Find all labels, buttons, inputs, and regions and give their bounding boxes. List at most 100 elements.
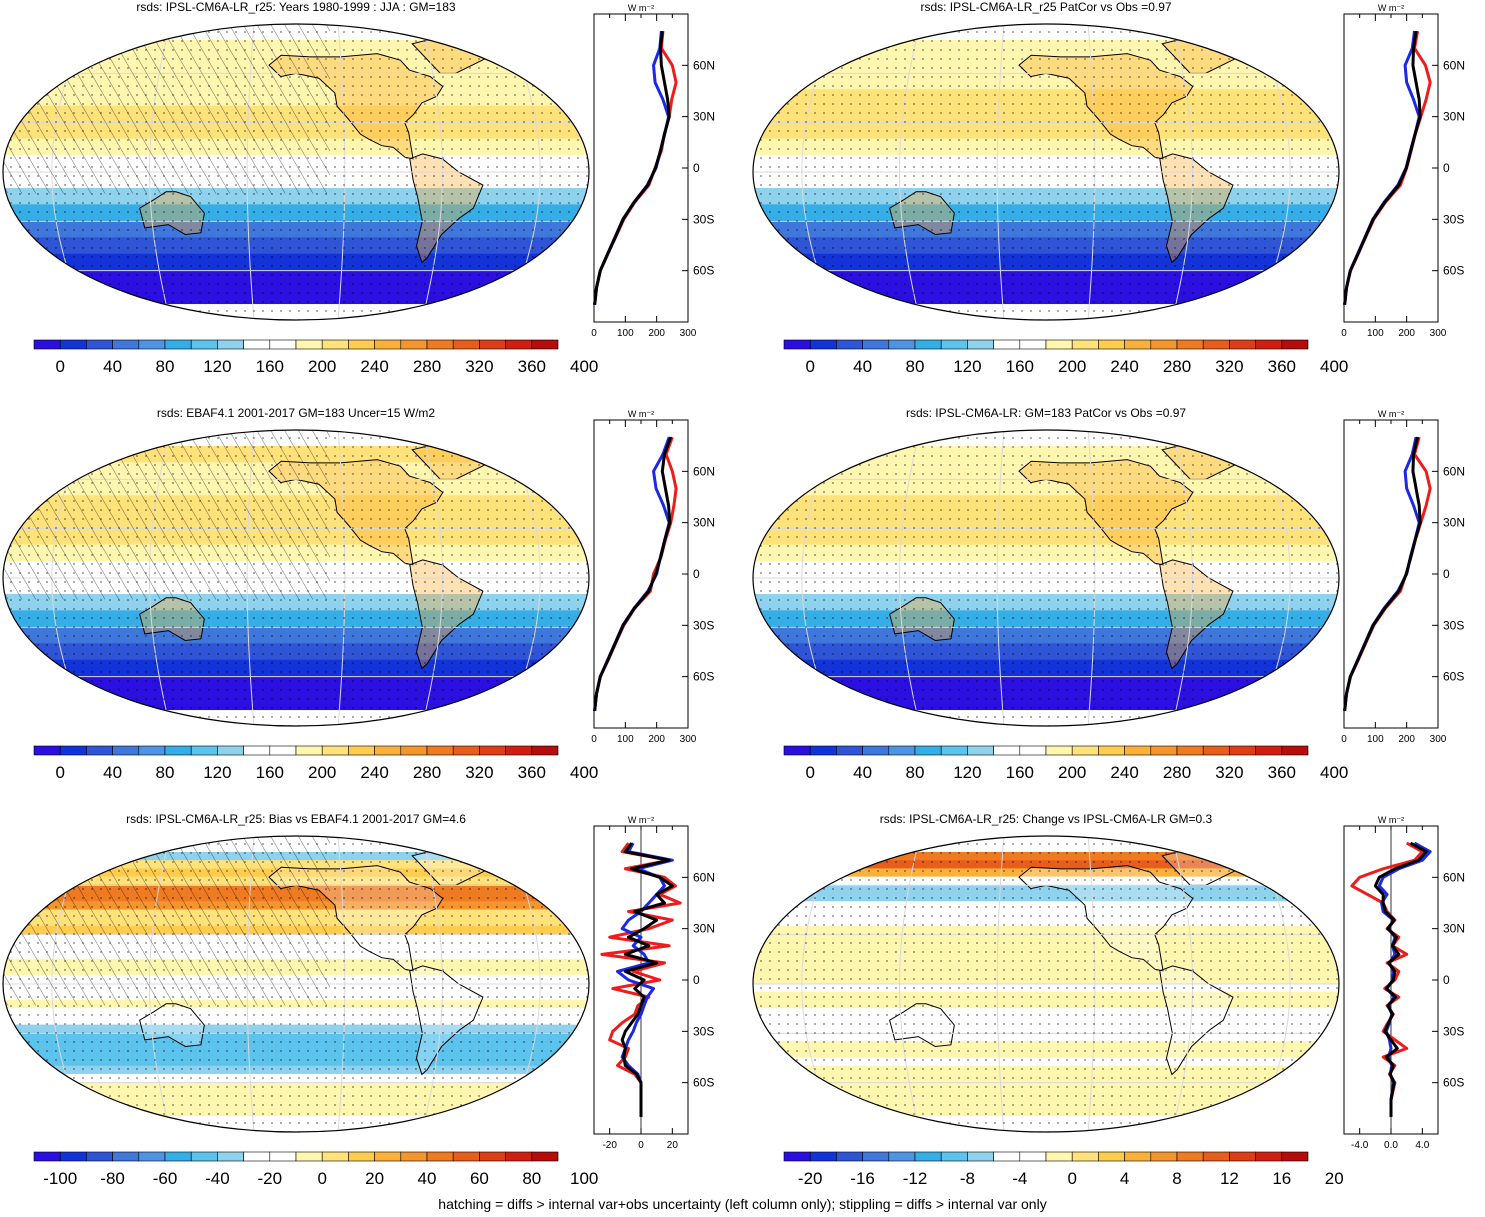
colorbar-tick-label: 120 <box>953 357 981 376</box>
colorbar-swatch <box>888 339 916 350</box>
profile-y-tick-label: 30N <box>1443 110 1465 124</box>
profile-x-tick-label: 100 <box>617 328 634 339</box>
profile-y-tick-label: 30S <box>1443 618 1464 632</box>
colorbar-swatch <box>348 339 375 350</box>
colorbar-tick-label: 360 <box>518 763 546 782</box>
colorbar-swatch <box>783 745 811 756</box>
colorbar-swatch <box>112 745 140 756</box>
colorbar-swatch <box>1098 1151 1125 1162</box>
colorbar-tick-label: 4 <box>1120 1169 1129 1188</box>
panel-4: rsds: IPSL-CM6A-LR: GM=183 PatCor vs Obs… <box>750 406 1485 811</box>
colorbar-swatch <box>993 1151 1021 1162</box>
profile-x-tick-label: 100 <box>617 734 634 745</box>
profile-y-tick-label: 30S <box>693 212 714 226</box>
map-title: rsds: IPSL-CM6A-LR_r25 PatCor vs Obs =0.… <box>920 0 1172 14</box>
profile-unit-label: W m⁻² <box>1378 409 1404 419</box>
colorbar-swatch <box>940 1151 968 1162</box>
panel-5: rsds: IPSL-CM6A-LR_r25: Bias vs EBAF4.1 … <box>0 812 742 1217</box>
colorbar-swatch <box>452 1151 480 1162</box>
colorbar-swatch <box>531 339 559 350</box>
colorbar-swatch <box>295 339 323 350</box>
profile-y-tick-label: 0 <box>1443 567 1450 581</box>
colorbar-swatch <box>426 1151 454 1162</box>
profile-x-tick-label: 0 <box>638 1140 644 1151</box>
profile-series-line <box>593 30 671 306</box>
colorbar-swatch <box>993 339 1021 350</box>
world-map <box>752 23 1340 321</box>
colorbar-swatch <box>295 745 323 756</box>
colorbar-tick-label: -20 <box>258 1169 283 1188</box>
colorbar-swatch <box>479 1151 506 1162</box>
colorbar-swatch <box>967 339 994 350</box>
colorbar-tick-label: 240 <box>1110 763 1138 782</box>
profile-y-tick-label: 60S <box>1443 1076 1464 1090</box>
colorbar-swatch <box>138 1151 166 1162</box>
colorbar-swatch <box>914 1151 942 1162</box>
profile-x-tick-label: -20 <box>602 1140 617 1151</box>
colorbar-swatch <box>164 745 192 756</box>
colorbar-swatch <box>1176 339 1204 350</box>
zonal-profile: W m⁻² 0 100 200 300 60N 30N 0 30S 60S <box>591 409 715 745</box>
colorbar-swatch <box>1202 745 1230 756</box>
colorbar-tick-label: 280 <box>413 357 441 376</box>
colorbar-swatch <box>400 745 428 756</box>
colorbar-swatch <box>479 339 506 350</box>
panel-2: rsds: IPSL-CM6A-LR_r25 PatCor vs Obs =0.… <box>750 0 1485 405</box>
colorbar-tick-label: 200 <box>308 763 336 782</box>
colorbar-swatch <box>295 1151 323 1162</box>
colorbar-tick-label: -8 <box>960 1169 975 1188</box>
colorbar-swatch <box>59 745 87 756</box>
colorbar-swatch <box>321 1151 349 1162</box>
colorbar-swatch <box>190 339 218 350</box>
colorbar-tick-label: 280 <box>1163 763 1191 782</box>
colorbar-swatch <box>269 745 297 756</box>
colorbar-swatch <box>138 745 166 756</box>
profile-y-tick-label: 60S <box>693 264 714 278</box>
colorbar-swatch <box>1019 745 1047 756</box>
colorbar-tick-label: 360 <box>1268 357 1296 376</box>
colorbar-swatch <box>914 745 942 756</box>
world-map <box>752 835 1340 1133</box>
colorbar-tick-label: 16 <box>1272 1169 1291 1188</box>
profile-unit-label: W m⁻² <box>1378 815 1404 825</box>
colorbar-swatch <box>1019 339 1047 350</box>
colorbar-swatch <box>1202 339 1230 350</box>
world-map <box>2 429 590 727</box>
panel-1: rsds: IPSL-CM6A-LR_r25: Years 1980-1999 … <box>0 0 742 405</box>
profile-y-tick-label: 60N <box>1443 464 1465 478</box>
colorbar-tick-label: 80 <box>156 357 175 376</box>
profile-y-tick-label: 60N <box>1443 870 1465 884</box>
colorbar-swatch <box>112 339 140 350</box>
profile-x-tick-label: 200 <box>1398 734 1415 745</box>
profile-x-tick-label: 300 <box>1430 328 1447 339</box>
colorbar-tick-label: 160 <box>256 763 284 782</box>
colorbar-tick-label: 80 <box>906 763 925 782</box>
profile-unit-label: W m⁻² <box>628 815 654 825</box>
colorbar-tick-label: -16 <box>850 1169 875 1188</box>
colorbar-tick-label: 40 <box>103 357 122 376</box>
colorbar-tick-label: 320 <box>465 357 493 376</box>
colorbar-tick-label: 0 <box>1067 1169 1076 1188</box>
profile-x-tick-label: 0 <box>1341 734 1347 745</box>
colorbar-tick-label: 0 <box>805 357 814 376</box>
colorbar-tick-label: 20 <box>1325 1169 1344 1188</box>
colorbar-swatch <box>1045 745 1073 756</box>
colorbar-tick-label: 400 <box>570 763 598 782</box>
colorbar-swatch <box>400 1151 428 1162</box>
colorbar-swatch <box>217 745 244 756</box>
colorbar-tick-label: 20 <box>365 1169 384 1188</box>
colorbar-swatch <box>505 745 533 756</box>
colorbar-swatch <box>862 745 890 756</box>
colorbar-swatch <box>1045 339 1073 350</box>
profile-unit-label: W m⁻² <box>628 3 654 13</box>
panel-3: rsds: EBAF4.1 2001-2017 GM=183 Uncer=15 … <box>0 406 742 811</box>
colorbar-tick-label: 320 <box>465 763 493 782</box>
profile-y-tick-label: 30S <box>693 1024 714 1038</box>
profile-x-tick-label: 200 <box>648 734 665 745</box>
colorbar-swatch <box>164 1151 192 1162</box>
profile-x-tick-label: 0 <box>591 328 597 339</box>
profile-y-tick-label: 30S <box>1443 212 1464 226</box>
colorbar-swatch <box>531 1151 559 1162</box>
colorbar-swatch <box>783 1151 811 1162</box>
colorbar-swatch <box>809 745 837 756</box>
